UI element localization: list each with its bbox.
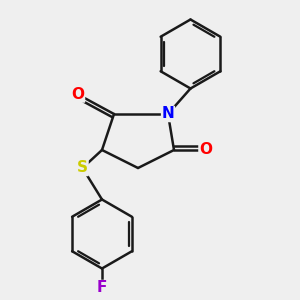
Text: N: N	[162, 106, 174, 122]
Text: F: F	[97, 280, 107, 296]
Text: O: O	[199, 142, 212, 158]
Text: S: S	[77, 160, 88, 175]
Text: O: O	[71, 87, 85, 102]
